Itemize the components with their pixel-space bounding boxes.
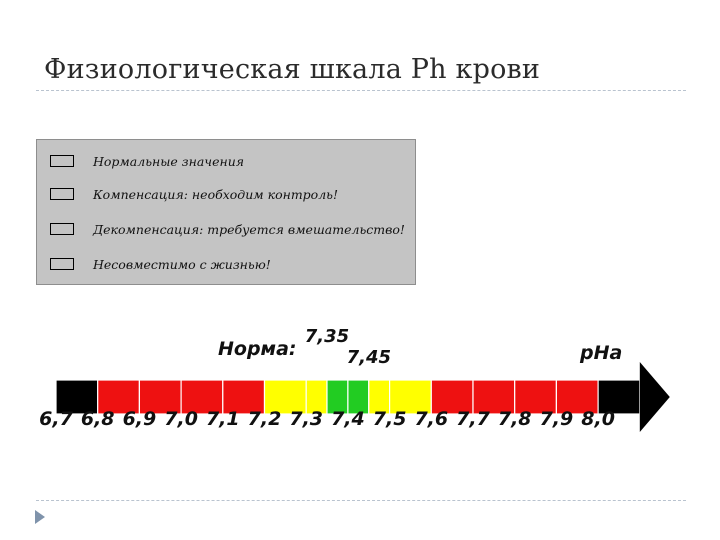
tick-label: 6,9 — [123, 408, 157, 430]
legend-swatch-yellow — [50, 188, 74, 200]
legend-swatch-red — [50, 223, 74, 235]
tick-label: 8,0 — [581, 408, 615, 430]
tick-label: 7,4 — [331, 408, 365, 430]
legend-item-decompensation: Декомпенсация: требуется вмешательство! — [50, 219, 405, 239]
legend-item-normal: Нормальные значения — [50, 151, 244, 171]
scale-segment — [97, 379, 140, 415]
slide-title: Физиологическая шкала Ph крови — [44, 54, 541, 85]
norm-label: Норма: — [218, 338, 297, 360]
scale-segment — [472, 379, 516, 415]
tick-label: 7,3 — [289, 408, 323, 430]
legend-item-compensation: Компенсация: необходим контроль! — [50, 184, 338, 204]
norm-low-value: 7,35 — [305, 326, 349, 347]
tick-label: 6,8 — [81, 408, 115, 430]
tick-label: 6,7 — [39, 408, 73, 430]
legend-label-compensation: Компенсация: необходим контроль! — [93, 186, 338, 202]
tick-label: 7,5 — [373, 408, 407, 430]
legend-label-incompatible: Несовместимо с жизнью! — [93, 256, 271, 272]
scale-segment — [514, 379, 558, 415]
scale-segment — [222, 379, 266, 415]
scale-arrow-head — [639, 362, 670, 432]
legend-swatch-black — [50, 258, 74, 270]
footer-divider — [36, 500, 686, 501]
tick-label: 7,6 — [414, 408, 448, 430]
scale-segment — [138, 379, 182, 415]
tick-label: 7,2 — [248, 408, 282, 430]
tick-label: 7,8 — [498, 408, 532, 430]
scale-segments — [55, 379, 641, 415]
slide-bullet-icon — [35, 510, 45, 524]
norm-high-value: 7,45 — [347, 347, 391, 368]
scale-segment — [180, 379, 224, 415]
scale-segment — [597, 379, 641, 415]
title-divider — [36, 90, 686, 91]
legend-label-normal: Нормальные значения — [93, 153, 245, 169]
legend-label-decompensation: Декомпенсация: требуется вмешательство! — [93, 221, 405, 237]
scale-segment — [555, 379, 599, 415]
ph-axis-label: pHa — [579, 342, 622, 364]
scale-tick-labels: 6,7 6,8 6,9 7,0 7,1 7,2 7,3 7,4 7,5 7,6 7,7 7,8 7,9 8… — [39, 408, 615, 430]
tick-label: 7,1 — [206, 408, 240, 430]
tick-label: 7,9 — [540, 408, 574, 430]
legend-swatch-green — [50, 155, 74, 167]
legend-item-incompatible: Несовместимо с жизнью! — [50, 254, 271, 274]
legend-box: Нормальные значения Компенсация: необход… — [36, 139, 416, 285]
tick-label: 7,7 — [456, 408, 490, 430]
tick-label: 7,0 — [164, 408, 198, 430]
